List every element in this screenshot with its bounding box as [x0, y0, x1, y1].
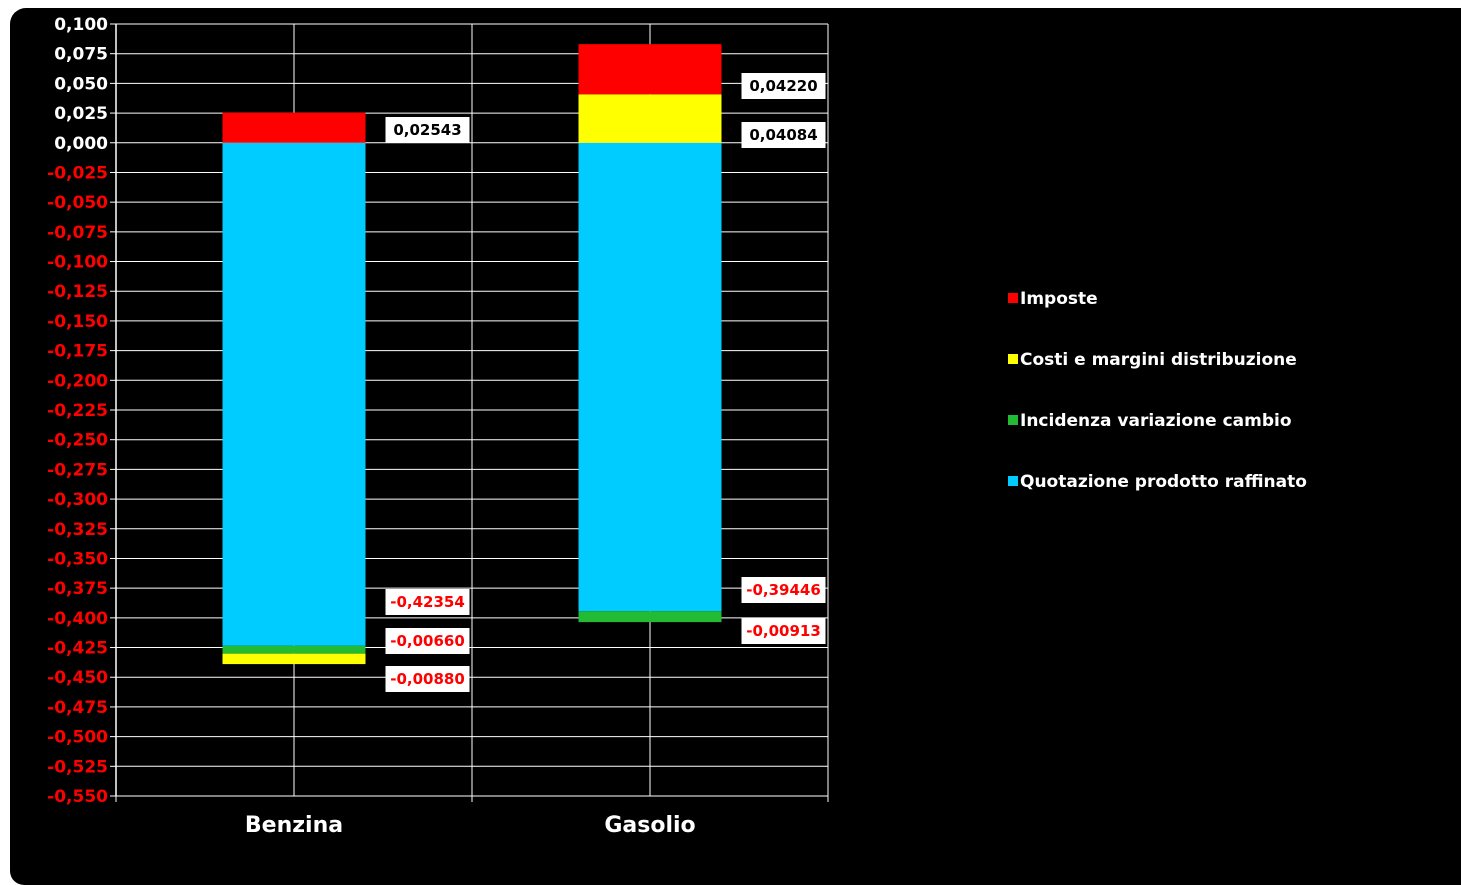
data-label: -0,00913 [746, 622, 821, 640]
legend-label: Incidenza variazione cambio [1020, 411, 1292, 431]
chart-svg: 0,100 0,075 0,050 0,025 0,000 -0,025 -0,050 -0,… [47, 15, 1307, 838]
y-tick-label: -0,375 [47, 579, 108, 599]
y-tick-label: -0,475 [47, 698, 108, 718]
y-tick-label: -0,325 [47, 520, 108, 540]
y-tick-label: -0,200 [47, 371, 108, 391]
data-label-box [385, 117, 470, 143]
bar-segment [578, 44, 722, 95]
data-label: -0,39446 [746, 581, 821, 599]
category-label: Benzina [245, 813, 343, 838]
bar-segment [578, 611, 722, 623]
legend-swatch [1008, 476, 1018, 486]
bar-segment [578, 94, 722, 143]
y-tick-label: -0,450 [47, 668, 108, 688]
legend-label: Costi e margini distribuzione [1020, 350, 1297, 370]
data-label: -0,00660 [390, 632, 465, 650]
labels-layer: -0,42354 -0,00660 -0,00880 0,02543 -0,39446 -… [385, 73, 826, 692]
data-label: -0,42354 [390, 593, 465, 611]
data-label: 0,02543 [393, 121, 461, 139]
y-tick-label: -0,425 [47, 639, 108, 659]
legend-swatch [1008, 354, 1018, 364]
bar-segment [222, 645, 366, 654]
y-tick-label: -0,075 [47, 223, 108, 243]
legend-label: Imposte [1020, 289, 1098, 309]
data-label-box [385, 628, 470, 654]
axis-layer: 0,100 0,075 0,050 0,025 0,000 -0,025 -0,050 -0,… [47, 15, 829, 838]
bar-segment [222, 653, 366, 665]
y-tick-label: -0,175 [47, 342, 108, 362]
bar-segment [578, 142, 722, 612]
y-tick-label: -0,400 [47, 609, 108, 629]
y-tick-label: -0,150 [47, 312, 108, 332]
legend-swatch [1008, 293, 1018, 303]
data-label: 0,04220 [749, 77, 817, 95]
y-tick-label: 0,050 [54, 74, 108, 94]
y-tick-label: 0,025 [54, 104, 108, 124]
category-label: Gasolio [604, 813, 695, 838]
data-label: 0,04084 [749, 126, 817, 144]
data-label-box [385, 589, 470, 615]
y-tick-label: -0,125 [47, 282, 108, 302]
data-label-box [741, 577, 826, 603]
legend-label: Quotazione prodotto raffinato [1020, 472, 1307, 492]
chart-panel: 0,100 0,075 0,050 0,025 0,000 -0,025 -0,050 -0,… [10, 8, 1461, 885]
y-tick-label: 0,100 [54, 15, 108, 35]
data-label: -0,00880 [390, 670, 465, 688]
bar-segment [222, 142, 366, 646]
y-tick-label: -0,500 [47, 728, 108, 748]
data-label-box [741, 122, 826, 148]
y-tick-label: 0,000 [54, 134, 108, 154]
y-tick-label: -0,225 [47, 401, 108, 421]
y-tick-label: -0,250 [47, 431, 108, 451]
y-tick-label: -0,300 [47, 490, 108, 510]
y-tick-label: -0,525 [47, 757, 108, 777]
bars-layer [222, 44, 722, 665]
legend-layer: Imposte Costi e margini distribuzione Inci… [1008, 289, 1307, 492]
y-tick-label: 0,075 [54, 45, 108, 65]
y-tick-label: -0,550 [47, 787, 108, 807]
data-label-box [385, 666, 470, 692]
y-tick-label: -0,350 [47, 549, 108, 569]
y-tick-label: -0,275 [47, 460, 108, 480]
data-label-box [741, 618, 826, 644]
y-tick-label: -0,050 [47, 193, 108, 213]
legend-swatch [1008, 415, 1018, 425]
bar-segment [222, 112, 366, 143]
y-tick-label: -0,100 [47, 253, 108, 273]
y-tick-label: -0,025 [47, 163, 108, 183]
data-label-box [741, 73, 826, 99]
